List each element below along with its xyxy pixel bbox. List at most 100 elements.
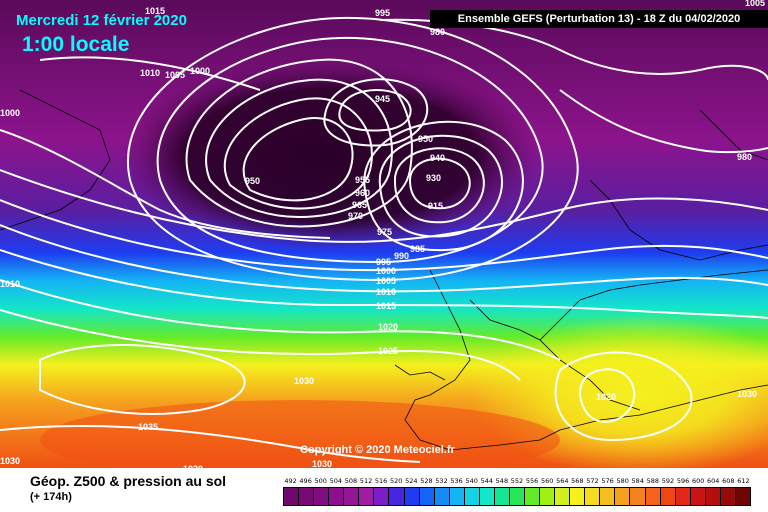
forecast-lead-time: (+ 174h): [30, 491, 72, 503]
legend-value: 500: [314, 477, 327, 485]
legend-swatch: [585, 488, 601, 505]
color-scale-legend: 492 496 500 504 508 512 516 520 524 528 532 536 540 5…: [283, 477, 751, 506]
legend-value: 592: [661, 477, 675, 485]
isobar-label: 1025: [378, 346, 398, 356]
legend-swatch: [675, 488, 691, 505]
legend-swatch: [374, 488, 390, 505]
legend-value: 564: [556, 477, 569, 485]
isobar-label: 1000: [0, 108, 20, 118]
legend-swatch: [555, 488, 571, 505]
legend-value: 556: [525, 477, 539, 485]
legend-value: 576: [601, 477, 614, 485]
legend-swatch: [690, 488, 706, 505]
legend-value: 520: [390, 477, 403, 485]
chart-title: Géop. Z500 & pression au sol: [30, 473, 227, 489]
isobar-label: 995: [375, 8, 390, 18]
isobar-label: 1000: [376, 266, 396, 276]
isobar-label: 940: [430, 153, 445, 163]
legend-swatch: [299, 488, 315, 505]
isobar-label: 1010: [0, 279, 20, 289]
legend-value: 608: [722, 477, 735, 485]
isobar-label: 990: [394, 251, 409, 261]
legend-labels: 492 496 500 504 508 512 516 520 524 528 532 536 540 5…: [283, 477, 751, 487]
low-pressure-core: [120, 60, 540, 250]
legend-value: 504: [329, 477, 343, 485]
isobar-label: 1015: [145, 6, 165, 16]
isobar-label: 980: [737, 152, 752, 162]
legend-value: 528: [420, 477, 433, 485]
isobar-label: 950: [418, 134, 433, 144]
isobar-label: 950: [245, 176, 260, 186]
legend-swatch: [600, 488, 616, 505]
legend-swatch: [509, 488, 525, 505]
isobar-label: 1010: [376, 287, 396, 297]
isobar-label: 970: [348, 211, 363, 221]
legend-value: 544: [480, 477, 493, 485]
isobar-label: 1035: [138, 422, 158, 432]
isobar-label: 960: [355, 188, 370, 198]
isobar-label: 930: [426, 173, 441, 183]
legend-swatch: [479, 488, 495, 505]
isobar-label: 980: [430, 27, 445, 37]
isobar-label: 1020: [596, 392, 616, 402]
legend-swatch: [329, 488, 345, 505]
legend-value: 612: [737, 477, 750, 485]
legend-swatch: [284, 488, 300, 505]
legend-swatch: [449, 488, 465, 505]
legend-value: 580: [616, 477, 629, 485]
isobar-label: 915: [428, 201, 443, 211]
isobar-label: 1030: [294, 376, 314, 386]
isobar-label: 1020: [378, 322, 398, 332]
legend-swatch: [570, 488, 586, 505]
legend-value: 604: [707, 477, 720, 485]
ridge-red-core: [40, 400, 560, 468]
isobar-label: 1005: [745, 0, 765, 8]
isobar-label: 955: [355, 175, 370, 185]
legend-value: 532: [435, 477, 448, 485]
legend-swatch: [540, 488, 556, 505]
legend-swatch: [735, 488, 750, 505]
legend-value: 540: [465, 477, 478, 485]
isobar-label: 1010: [140, 68, 160, 78]
legend-swatch: [344, 488, 360, 505]
legend-value: 572: [586, 477, 599, 485]
legend-swatch: [705, 488, 721, 505]
isobar-label: 1005: [376, 276, 396, 286]
isobars: [0, 16, 768, 463]
isobar-label: 975: [377, 227, 392, 237]
isobar-label: 1000: [190, 66, 210, 76]
legend-swatch: [359, 488, 375, 505]
legend-swatch: [434, 488, 450, 505]
legend-value: 548: [495, 477, 509, 485]
legend-value: 496: [299, 477, 312, 485]
legend-swatch: [389, 488, 405, 505]
legend-value: 524: [405, 477, 418, 485]
legend-swatch: [615, 488, 631, 505]
legend-value: 552: [510, 477, 524, 485]
legend-swatch: [645, 488, 661, 505]
legend-swatch: [720, 488, 736, 505]
legend-swatch: [630, 488, 646, 505]
isobar-label: 1030: [0, 456, 20, 466]
legend-footer: Géop. Z500 & pression au sol (+ 174h) 49…: [0, 468, 768, 512]
legend-value: 536: [450, 477, 463, 485]
copyright-notice: Copyright © 2020 Meteociel.fr: [300, 444, 455, 456]
legend-value: 508: [344, 477, 358, 485]
legend-swatch: [464, 488, 480, 505]
forecast-local-time: 1:00 locale: [22, 33, 130, 56]
legend-swatch: [404, 488, 420, 505]
isobar-label: 1030: [183, 464, 203, 468]
isobar-label: 965: [352, 200, 367, 210]
isobar-label: 1030: [312, 459, 332, 468]
legend-value: 584: [631, 477, 644, 485]
legend-swatch: [494, 488, 510, 505]
isobar-label: 1005: [165, 70, 185, 80]
legend-value: 492: [284, 477, 297, 485]
legend-value: 600: [691, 477, 705, 485]
isobar-label: 945: [375, 94, 390, 104]
legend-swatch: [419, 488, 435, 505]
legend-color-bar: [283, 487, 751, 506]
